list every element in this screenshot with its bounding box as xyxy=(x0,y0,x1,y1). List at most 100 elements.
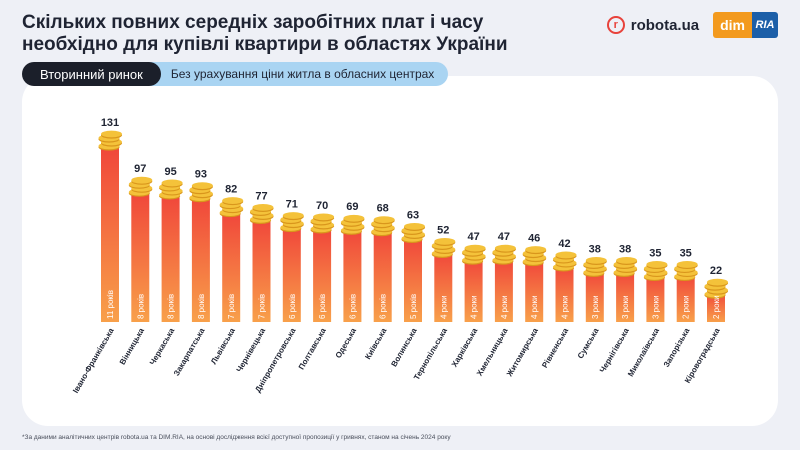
category-label: Житомирська xyxy=(504,326,540,379)
value-label: 38 xyxy=(589,243,601,255)
value-label: 82 xyxy=(225,184,237,196)
category-label: Закарпатська xyxy=(172,326,207,377)
tab-note: Без урахування ціни житла в обласних цен… xyxy=(148,62,449,86)
coin-stack-icon xyxy=(674,261,698,282)
value-label: 35 xyxy=(649,247,661,259)
value-label: 93 xyxy=(195,169,207,181)
bar-13 xyxy=(464,258,483,322)
years-label: 11 років xyxy=(106,290,115,319)
value-label: 46 xyxy=(528,232,540,244)
years-label: 2 роки xyxy=(712,295,721,319)
years-label: 3 роки xyxy=(651,295,660,319)
value-label: 71 xyxy=(286,199,298,211)
robota-logo-text: robota.ua xyxy=(630,16,700,34)
bar-7 xyxy=(282,225,301,322)
coin-stack-icon xyxy=(189,182,213,203)
coin-stack-icon xyxy=(522,246,547,267)
bar-10 xyxy=(373,229,392,322)
coin-stack-icon xyxy=(159,179,183,200)
category-label: Тернопільська xyxy=(412,326,449,382)
coin-stack-icon xyxy=(98,130,122,151)
bar-21 xyxy=(707,292,725,322)
coin-stack-icon xyxy=(250,203,274,224)
category-label: Рівненська xyxy=(540,326,570,369)
value-label: 131 xyxy=(101,117,119,129)
years-label: 7 років xyxy=(258,294,267,319)
bar-6 xyxy=(252,217,271,322)
category-label: Вінницька xyxy=(118,326,147,366)
years-label: 6 років xyxy=(348,294,357,319)
value-label: 70 xyxy=(316,200,328,212)
value-label: 68 xyxy=(377,203,389,215)
value-label: 97 xyxy=(134,163,146,175)
bar-19 xyxy=(646,274,665,322)
coin-stack-icon xyxy=(462,244,486,265)
bar-3 xyxy=(161,192,180,322)
category-label: Волинська xyxy=(389,326,419,368)
robota-logo-icon: r xyxy=(606,16,625,34)
bar-20 xyxy=(676,274,695,322)
category-label: Миколаївська xyxy=(626,326,661,378)
category-label: Чернівецька xyxy=(235,326,268,374)
category-label: Чернігівська xyxy=(598,326,631,374)
years-label: 5 років xyxy=(409,294,418,319)
category-label: Одеська xyxy=(334,326,359,360)
category-label: Львівська xyxy=(209,326,237,366)
value-label: 69 xyxy=(346,201,358,213)
coin-stack-icon xyxy=(340,214,365,235)
coin-stack-icon xyxy=(553,251,577,272)
value-label: 63 xyxy=(407,209,419,221)
years-label: 4 роки xyxy=(561,295,570,319)
coin-stack-icon xyxy=(128,176,153,197)
coin-stack-icon xyxy=(583,256,607,277)
years-label: 4 роки xyxy=(500,295,509,319)
bar-2 xyxy=(131,190,150,322)
coin-stack-icon xyxy=(401,222,425,243)
coin-stack-icon xyxy=(431,237,456,258)
dim-logo-text: dim xyxy=(713,12,752,38)
bar-17 xyxy=(585,270,604,322)
value-label: 42 xyxy=(558,238,570,250)
market-tabs: Вторинний ринок Без урахування ціни житл… xyxy=(22,62,449,86)
value-label: 77 xyxy=(255,190,267,202)
page-title: Скільких повних середніх заробітних плат… xyxy=(22,12,508,55)
robota-logo: r robota.ua xyxy=(606,16,700,34)
logos: r robota.ua dim RIA xyxy=(606,12,778,38)
bar-8 xyxy=(313,226,332,322)
bar-16 xyxy=(555,264,574,322)
value-label: 35 xyxy=(680,247,692,259)
bar-9 xyxy=(343,228,362,322)
value-label: 95 xyxy=(164,166,176,178)
category-label: Хмельницька xyxy=(475,326,510,378)
category-label: Полтавська xyxy=(297,326,328,371)
coin-stack-icon xyxy=(310,213,335,234)
value-label: 22 xyxy=(710,265,722,277)
value-label: 47 xyxy=(467,231,479,243)
bar-4 xyxy=(191,195,210,322)
footnote: *За даними аналітичних центрів robota.ua… xyxy=(22,434,451,441)
years-label: 3 роки xyxy=(591,295,600,319)
years-label: 4 роки xyxy=(470,295,479,319)
years-label: 6 років xyxy=(318,294,327,319)
years-label: 3 роки xyxy=(621,295,630,319)
bar-12 xyxy=(434,251,453,322)
tab-secondary-market[interactable]: Вторинний ринок xyxy=(22,62,161,86)
years-label: 7 років xyxy=(227,294,236,319)
bar-1 xyxy=(101,144,119,322)
bar-14 xyxy=(494,258,513,322)
value-label: 52 xyxy=(437,224,449,236)
years-label: 8 років xyxy=(136,294,145,319)
category-label: Харківська xyxy=(450,326,480,369)
years-label: 6 років xyxy=(379,294,388,319)
bar-5 xyxy=(222,210,241,322)
coin-stack-icon xyxy=(219,197,244,218)
years-label: 6 років xyxy=(288,294,297,319)
coin-stack-icon xyxy=(613,256,638,277)
category-label: Київська xyxy=(363,326,388,361)
years-label: 2 роки xyxy=(682,295,691,319)
category-label: Сумська xyxy=(576,326,601,360)
category-label: Івано-Франківська xyxy=(71,326,116,395)
coin-stack-icon xyxy=(704,278,728,299)
coin-stack-icon xyxy=(371,216,395,237)
bar-18 xyxy=(616,270,635,322)
